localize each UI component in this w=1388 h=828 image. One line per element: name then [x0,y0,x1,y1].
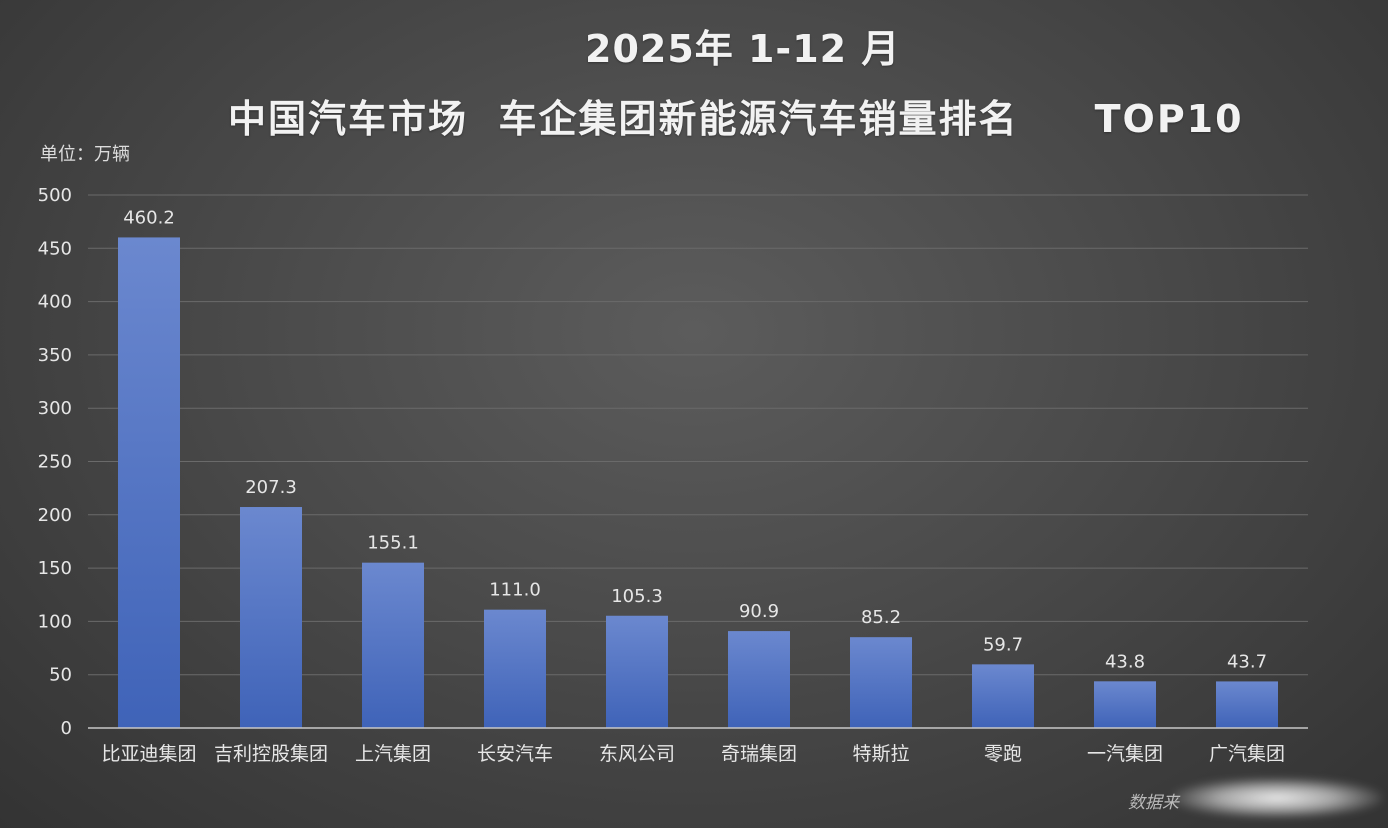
y-tick-label: 150 [38,558,72,579]
y-tick-label: 100 [38,611,72,632]
y-tick-label: 200 [38,505,72,526]
bar [728,631,790,728]
y-tick-label: 400 [38,292,72,313]
y-tick-label: 0 [61,718,72,739]
unit-label: 单位：万辆 [40,144,130,165]
x-tick-label: 零跑 [984,743,1022,765]
x-tick-label: 奇瑞集团 [721,743,797,765]
data-label: 111.0 [489,580,541,601]
bar-series [118,237,1278,728]
y-tick-label: 300 [38,398,72,419]
x-tick-label: 东风公司 [599,743,675,765]
watermark-text: 数据来 [1128,793,1179,813]
x-tick-label: 长安汽车 [477,743,553,765]
bar [1216,681,1278,728]
y-axis: 0 50 100 150 200 250 300 350 400 450 500 [38,185,72,739]
data-label: 59.7 [983,634,1023,655]
data-label: 43.8 [1105,651,1145,672]
watermark-mask [1172,778,1382,818]
y-tick-label: 250 [38,452,72,473]
x-tick-label: 广汽集团 [1209,743,1285,765]
bar [606,615,668,728]
bar [972,664,1034,728]
y-tick-label: 50 [49,665,72,686]
x-tick-label: 比亚迪集团 [101,743,196,765]
data-label: 155.1 [367,533,419,554]
y-tick-label: 350 [38,345,72,366]
data-labels: 460.2 207.3 155.1 111.0 105.3 90.9 85.2 59.7 43.… [123,207,1267,672]
bar [850,637,912,728]
data-label: 105.3 [611,586,663,607]
data-label: 43.7 [1227,651,1267,672]
data-label: 207.3 [245,477,297,498]
x-tick-label: 上汽集团 [355,743,431,765]
data-label: 90.9 [739,601,779,622]
data-label: 460.2 [123,207,175,228]
chart-title-year: 2025年 1-12 月 [585,27,901,71]
data-label: 85.2 [861,607,901,628]
x-tick-label: 吉利控股集团 [214,743,328,765]
bar [362,562,424,728]
x-tick-label: 一汽集团 [1087,743,1163,765]
chart-title-main: 中国汽车市场 车企集团新能源汽车销量排名 TOP10 [228,97,1244,141]
bar [1094,681,1156,728]
bar [118,237,180,728]
y-tick-label: 450 [38,238,72,259]
y-tick-label: 500 [38,185,72,206]
bar [240,507,302,728]
x-axis: 比亚迪集团 吉利控股集团 上汽集团 长安汽车 东风公司 奇瑞集团 特斯拉 零跑 一汽集团 广汽集团 [88,727,1308,765]
x-tick-label: 特斯拉 [852,743,909,765]
bar [484,609,546,728]
